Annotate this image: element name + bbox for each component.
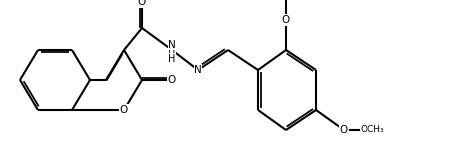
Text: O: O	[168, 75, 176, 85]
Text: O: O	[138, 0, 146, 7]
Text: H: H	[168, 45, 176, 55]
Text: H: H	[168, 54, 176, 64]
Text: OCH₃: OCH₃	[360, 125, 384, 135]
Text: N: N	[194, 65, 202, 75]
Text: O: O	[282, 15, 290, 25]
Text: O: O	[340, 125, 348, 135]
Text: N: N	[168, 40, 176, 50]
Text: O: O	[120, 105, 128, 115]
